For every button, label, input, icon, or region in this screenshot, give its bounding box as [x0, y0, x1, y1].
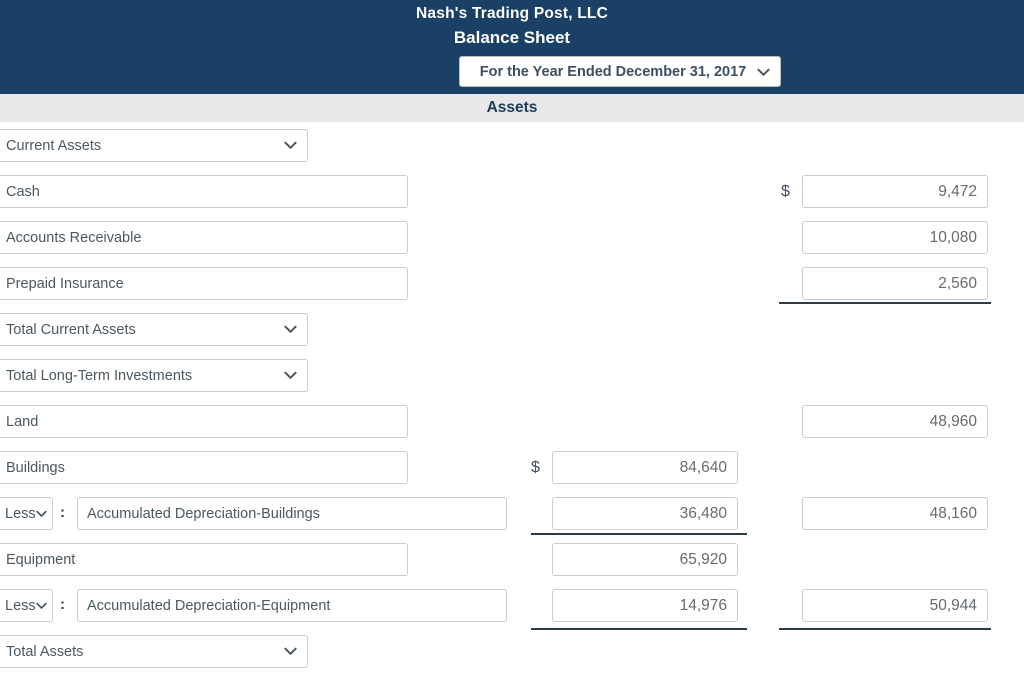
amount-input[interactable] — [552, 543, 738, 576]
account-select-label: Total Current Assets — [6, 321, 136, 338]
row-equipment — [0, 543, 1024, 576]
header: Nash's Trading Post, LLC Balance Sheet F… — [0, 0, 1024, 94]
chevron-down-icon — [757, 68, 770, 77]
amount-input[interactable] — [802, 589, 988, 622]
row-total-assets: Total Assets — [0, 635, 1024, 668]
period-dropdown-value: For the Year Ended December 31, 2017 — [479, 63, 747, 80]
less-select-label: Less — [5, 505, 36, 522]
amount-input[interactable] — [552, 497, 738, 530]
account-select-label: Total Long-Term Investments — [6, 367, 193, 384]
subtotal-rule — [531, 628, 747, 630]
row-cash: $ — [0, 175, 1024, 208]
account-name-input[interactable] — [0, 221, 408, 254]
account-classification-select[interactable]: Total Long-Term Investments — [0, 359, 308, 392]
chevron-down-icon — [284, 647, 297, 656]
less-select[interactable]: Less — [0, 589, 53, 622]
subtotal-rule — [779, 302, 991, 304]
row-total-current-assets: Total Current Assets — [0, 313, 1024, 346]
account-name-input[interactable] — [0, 405, 408, 438]
row-land — [0, 405, 1024, 438]
amount-input[interactable] — [802, 221, 988, 254]
period-dropdown[interactable]: For the Year Ended December 31, 2017 — [459, 56, 781, 87]
less-select[interactable]: Less — [0, 497, 53, 530]
chevron-down-icon — [284, 371, 297, 380]
subtotal-rule — [531, 533, 747, 535]
account-name-input[interactable] — [77, 589, 507, 622]
chevron-down-icon — [36, 602, 47, 610]
account-classification-select[interactable]: Current Assets — [0, 129, 308, 162]
assets-section-header: Assets — [0, 94, 1024, 122]
dollar-sign: $ — [531, 459, 540, 476]
statement-title: Balance Sheet — [453, 28, 571, 47]
account-select-label: Total Assets — [6, 643, 84, 660]
account-classification-select[interactable]: Total Assets — [0, 635, 308, 668]
amount-input[interactable] — [552, 451, 738, 484]
dollar-sign: $ — [781, 183, 790, 200]
row-current-assets: Current Assets — [0, 129, 1024, 162]
chevron-down-icon — [36, 510, 47, 518]
row-total-long-term-investments: Total Long-Term Investments — [0, 359, 1024, 392]
less-select-label: Less — [5, 597, 36, 614]
account-name-input[interactable] — [0, 543, 408, 576]
account-classification-select[interactable]: Total Current Assets — [0, 313, 308, 346]
amount-input[interactable] — [552, 589, 738, 622]
subtotal-rule — [779, 628, 991, 630]
row-buildings: $ — [0, 451, 1024, 484]
chevron-down-icon — [284, 325, 297, 334]
amount-input[interactable] — [802, 405, 988, 438]
amount-input[interactable] — [802, 267, 988, 300]
account-name-input[interactable] — [0, 451, 408, 484]
colon-separator: : — [60, 596, 65, 613]
amount-input[interactable] — [802, 497, 988, 530]
section-title: Assets — [486, 99, 538, 116]
company-name: Nash's Trading Post, LLC — [416, 5, 608, 22]
row-prepaid-insurance — [0, 267, 1024, 300]
chevron-down-icon — [284, 141, 297, 150]
row-accounts-receivable — [0, 221, 1024, 254]
account-name-input[interactable] — [0, 267, 408, 300]
account-name-input[interactable] — [0, 175, 408, 208]
amount-input[interactable] — [802, 175, 988, 208]
row-accum-depr-buildings: Less : — [0, 497, 1024, 530]
row-accum-depr-equipment: Less : — [0, 589, 1024, 622]
colon-separator: : — [60, 504, 65, 521]
account-name-input[interactable] — [77, 497, 507, 530]
account-select-label: Current Assets — [6, 137, 102, 154]
